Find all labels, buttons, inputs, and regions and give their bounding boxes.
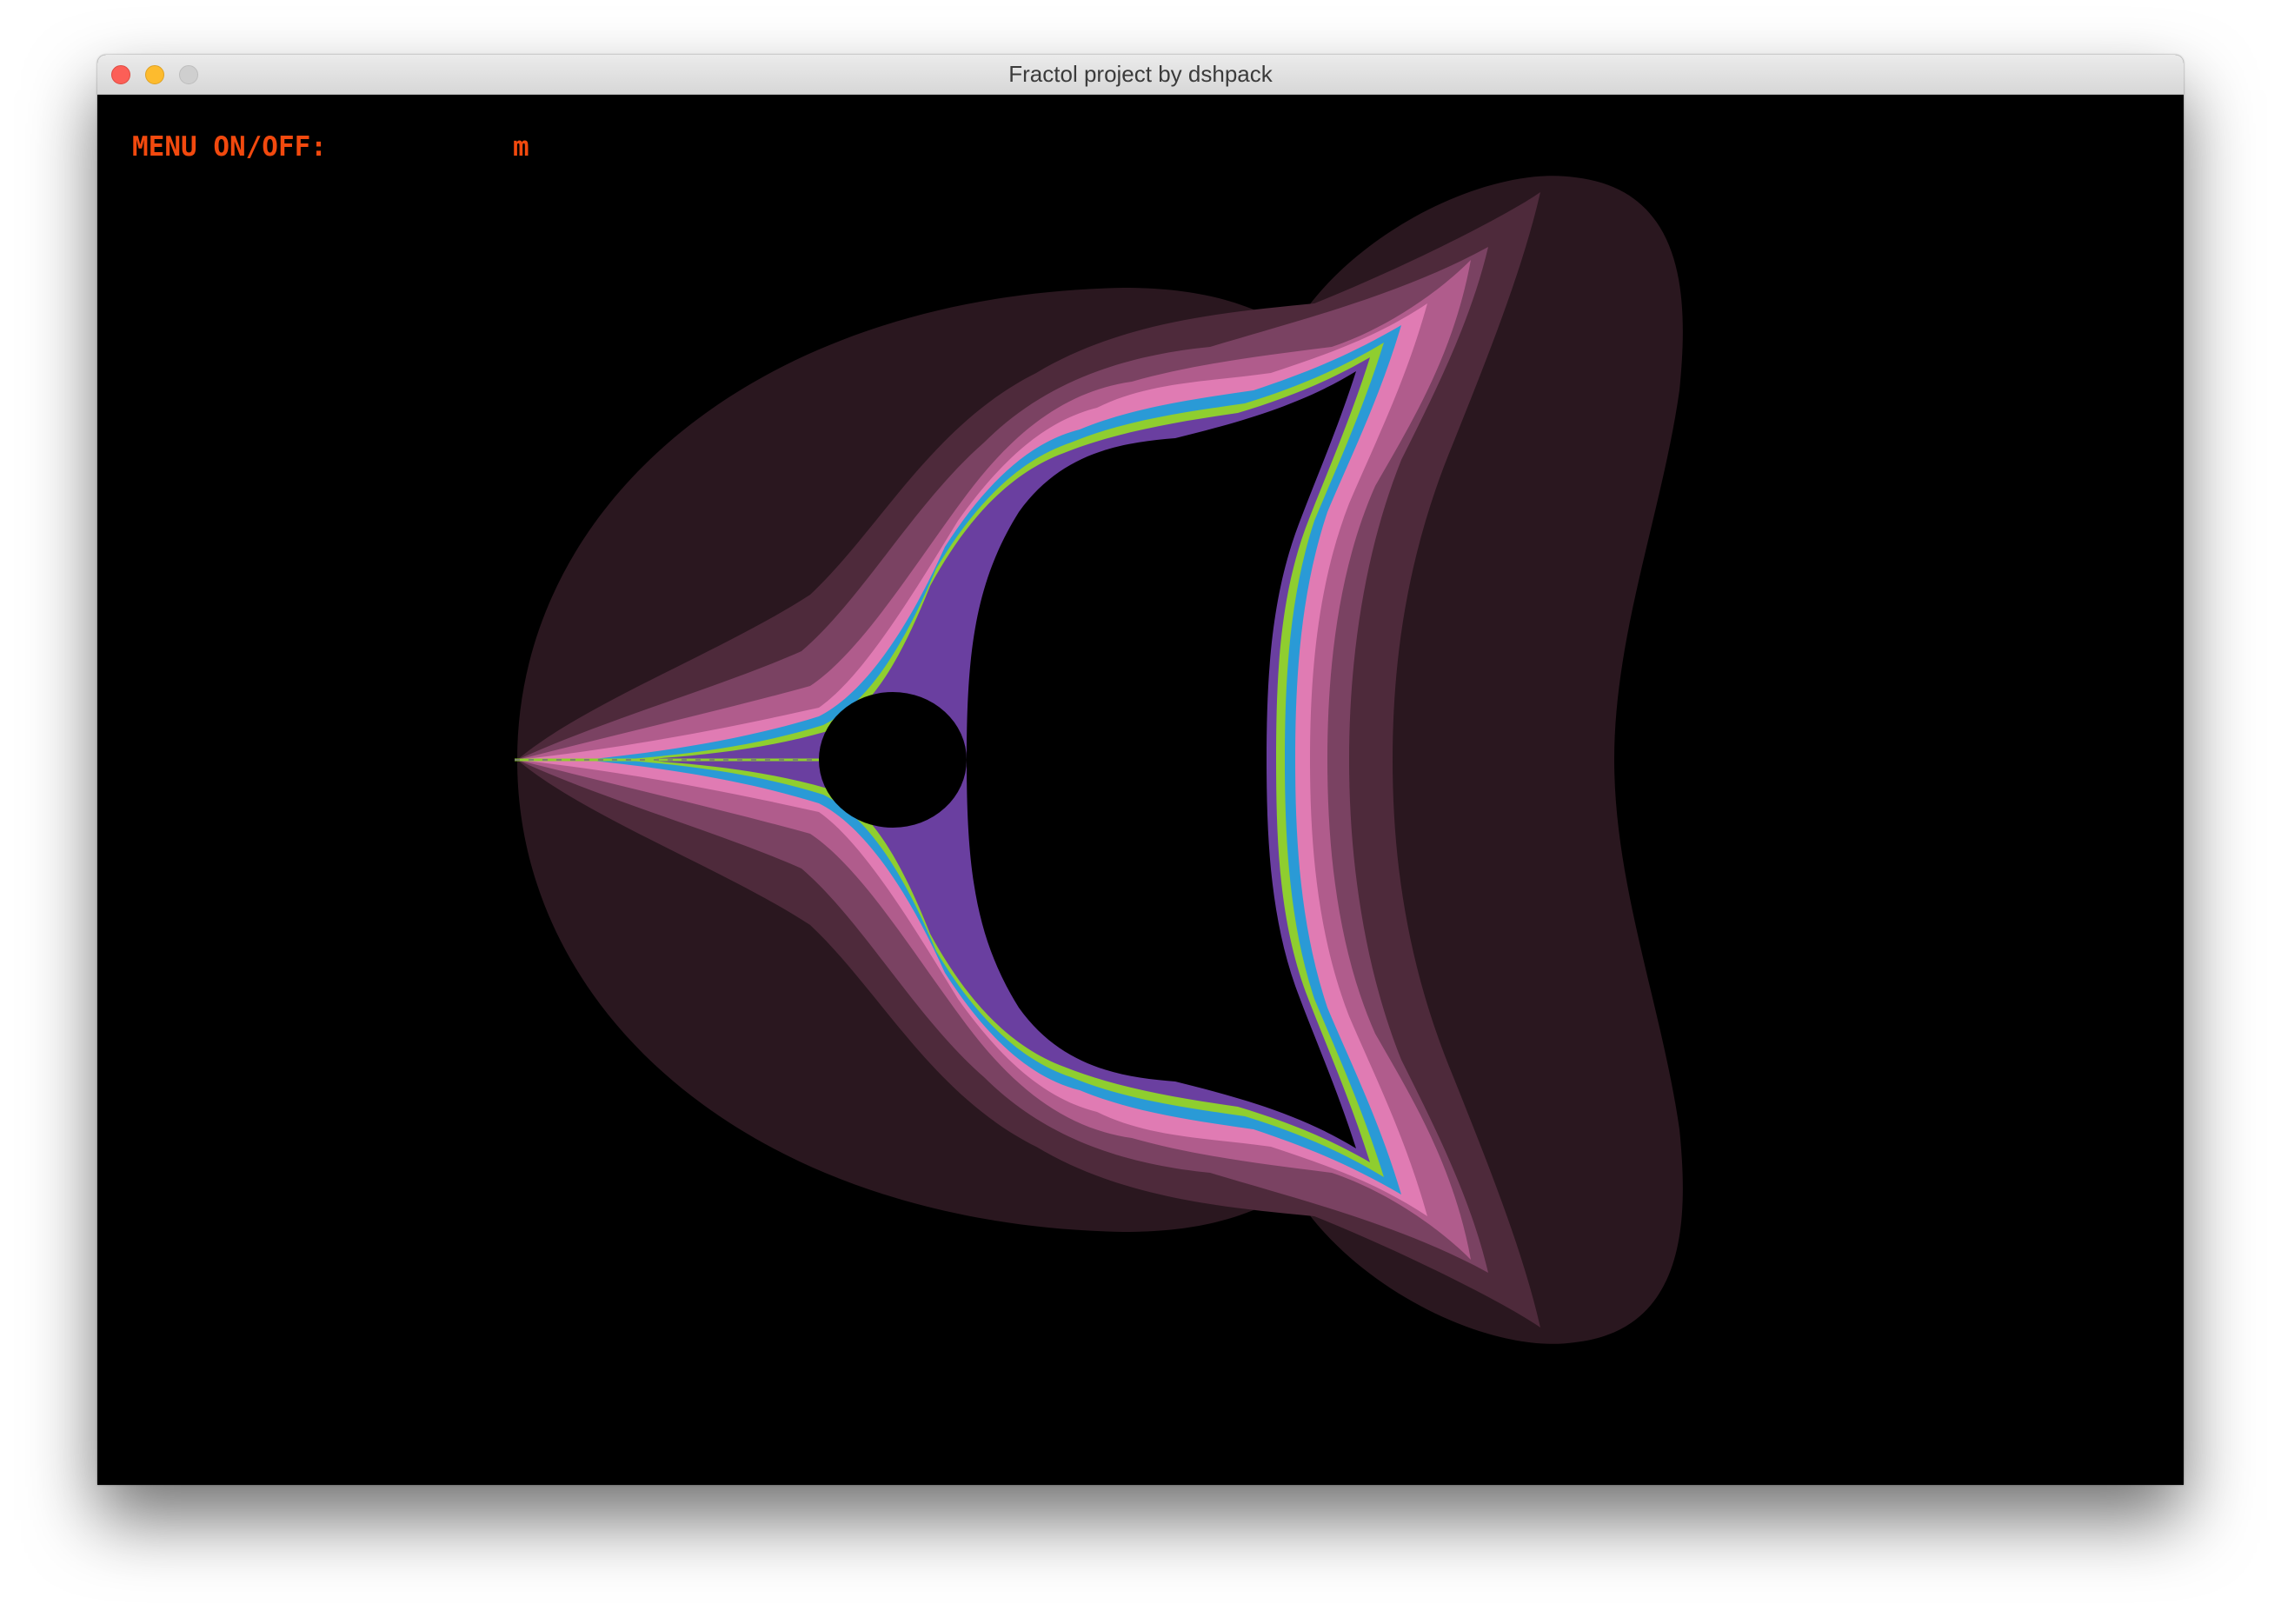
minimize-icon[interactable] [145, 65, 164, 84]
zoom-icon[interactable] [179, 65, 198, 84]
fractal-set-cardioid [967, 371, 1356, 1148]
menu-toggle-label: MENU ON/OFF: [132, 131, 327, 163]
title-bar[interactable]: Fractol project by dshpack [97, 55, 2184, 95]
menu-toggle-key: m [513, 131, 529, 163]
close-icon[interactable] [111, 65, 130, 84]
fractal-image [515, 176, 1683, 1344]
fractal-set-bulb [819, 692, 967, 828]
app-window: Fractol project by dshpack [97, 55, 2184, 1485]
window-title: Fractol project by dshpack [1008, 61, 1273, 87]
fractal-canvas[interactable]: MENU ON/OFF: m [97, 95, 2184, 1485]
